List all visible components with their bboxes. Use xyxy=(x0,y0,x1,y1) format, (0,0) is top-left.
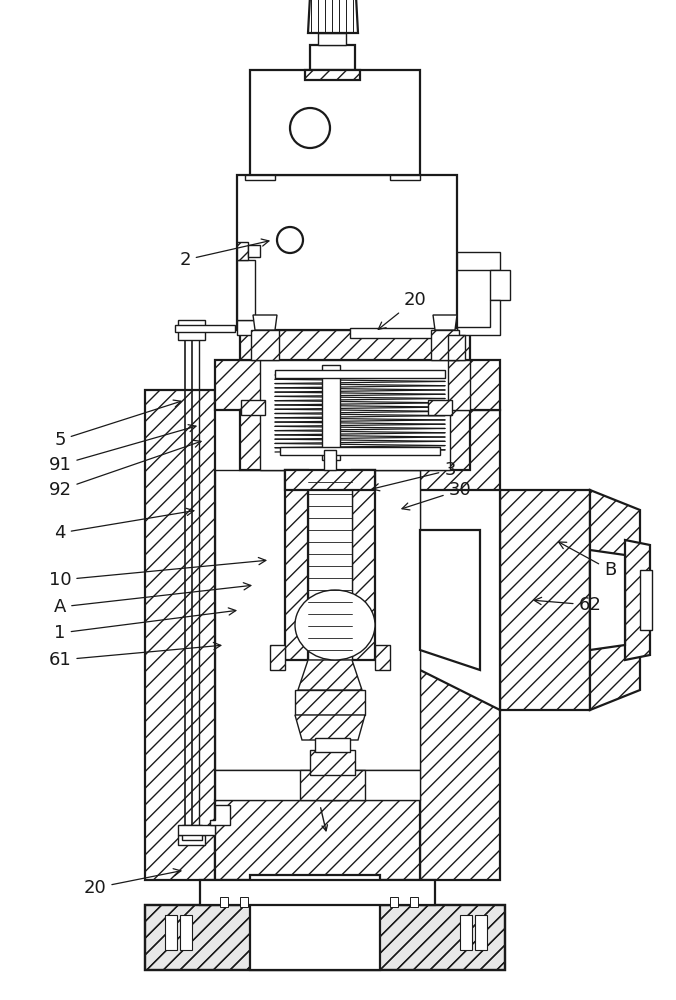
Bar xyxy=(390,897,398,907)
Bar xyxy=(240,897,248,907)
Polygon shape xyxy=(237,260,255,320)
Polygon shape xyxy=(275,370,445,378)
Polygon shape xyxy=(420,410,500,880)
Text: 61: 61 xyxy=(49,642,221,669)
Polygon shape xyxy=(145,390,215,880)
Polygon shape xyxy=(590,490,640,710)
Bar xyxy=(215,470,420,770)
Polygon shape xyxy=(428,400,452,415)
Text: B: B xyxy=(558,542,616,579)
Bar xyxy=(250,70,420,175)
Polygon shape xyxy=(251,330,279,360)
Polygon shape xyxy=(178,320,205,340)
Text: 91: 91 xyxy=(49,425,196,474)
Polygon shape xyxy=(237,320,260,335)
Bar xyxy=(460,915,472,950)
Text: 20: 20 xyxy=(379,291,427,329)
Polygon shape xyxy=(280,447,440,455)
Polygon shape xyxy=(285,470,375,490)
Polygon shape xyxy=(457,300,500,335)
Polygon shape xyxy=(210,805,230,825)
Text: 62: 62 xyxy=(534,596,602,614)
Polygon shape xyxy=(240,330,470,360)
Circle shape xyxy=(277,227,303,253)
Text: 20: 20 xyxy=(84,869,181,897)
Polygon shape xyxy=(253,315,277,330)
Polygon shape xyxy=(298,660,362,690)
Polygon shape xyxy=(308,0,358,33)
Polygon shape xyxy=(448,335,465,360)
Polygon shape xyxy=(590,550,625,650)
Circle shape xyxy=(290,108,330,148)
Text: 1: 1 xyxy=(54,608,236,642)
Text: 10: 10 xyxy=(49,557,266,589)
Text: 5: 5 xyxy=(54,400,181,449)
Text: 4: 4 xyxy=(54,508,194,542)
Polygon shape xyxy=(457,252,500,270)
Polygon shape xyxy=(420,490,500,710)
Polygon shape xyxy=(215,360,500,410)
Polygon shape xyxy=(240,410,470,470)
Text: 3: 3 xyxy=(372,461,456,491)
Bar xyxy=(308,470,352,660)
Polygon shape xyxy=(245,175,275,180)
Polygon shape xyxy=(625,540,650,660)
Polygon shape xyxy=(350,328,457,338)
Polygon shape xyxy=(433,315,457,330)
Bar xyxy=(475,915,487,950)
Polygon shape xyxy=(178,825,215,835)
Bar xyxy=(410,897,418,907)
Polygon shape xyxy=(295,715,365,740)
Polygon shape xyxy=(295,690,365,715)
Ellipse shape xyxy=(295,590,375,660)
Bar xyxy=(180,915,192,950)
Bar xyxy=(318,33,346,45)
Polygon shape xyxy=(175,325,235,332)
Bar xyxy=(260,360,450,470)
Polygon shape xyxy=(270,645,285,670)
Polygon shape xyxy=(145,905,505,970)
Bar xyxy=(316,755,344,770)
Text: A: A xyxy=(54,583,251,616)
Bar xyxy=(640,570,652,630)
Polygon shape xyxy=(178,835,205,845)
Polygon shape xyxy=(310,750,355,775)
Bar xyxy=(324,450,336,470)
Polygon shape xyxy=(448,360,470,410)
Polygon shape xyxy=(215,800,420,880)
Polygon shape xyxy=(315,738,350,752)
Bar xyxy=(165,915,177,950)
Polygon shape xyxy=(241,400,265,415)
Bar xyxy=(310,45,355,70)
Bar xyxy=(237,175,457,330)
Polygon shape xyxy=(431,330,459,360)
Text: 2: 2 xyxy=(179,239,269,269)
Bar xyxy=(250,875,380,970)
Bar xyxy=(320,740,340,800)
Polygon shape xyxy=(305,70,360,80)
Polygon shape xyxy=(300,770,365,800)
Polygon shape xyxy=(182,825,202,840)
Bar xyxy=(322,365,340,460)
Polygon shape xyxy=(375,645,390,670)
Bar xyxy=(215,770,420,800)
Polygon shape xyxy=(390,175,420,180)
Polygon shape xyxy=(248,245,260,257)
Polygon shape xyxy=(420,530,480,670)
Polygon shape xyxy=(490,270,510,300)
Bar xyxy=(220,897,228,907)
Polygon shape xyxy=(500,490,590,710)
Polygon shape xyxy=(200,880,435,905)
Text: 30: 30 xyxy=(402,481,471,510)
Polygon shape xyxy=(352,470,375,660)
Text: 92: 92 xyxy=(49,440,201,499)
Polygon shape xyxy=(237,242,248,260)
Polygon shape xyxy=(285,470,308,660)
